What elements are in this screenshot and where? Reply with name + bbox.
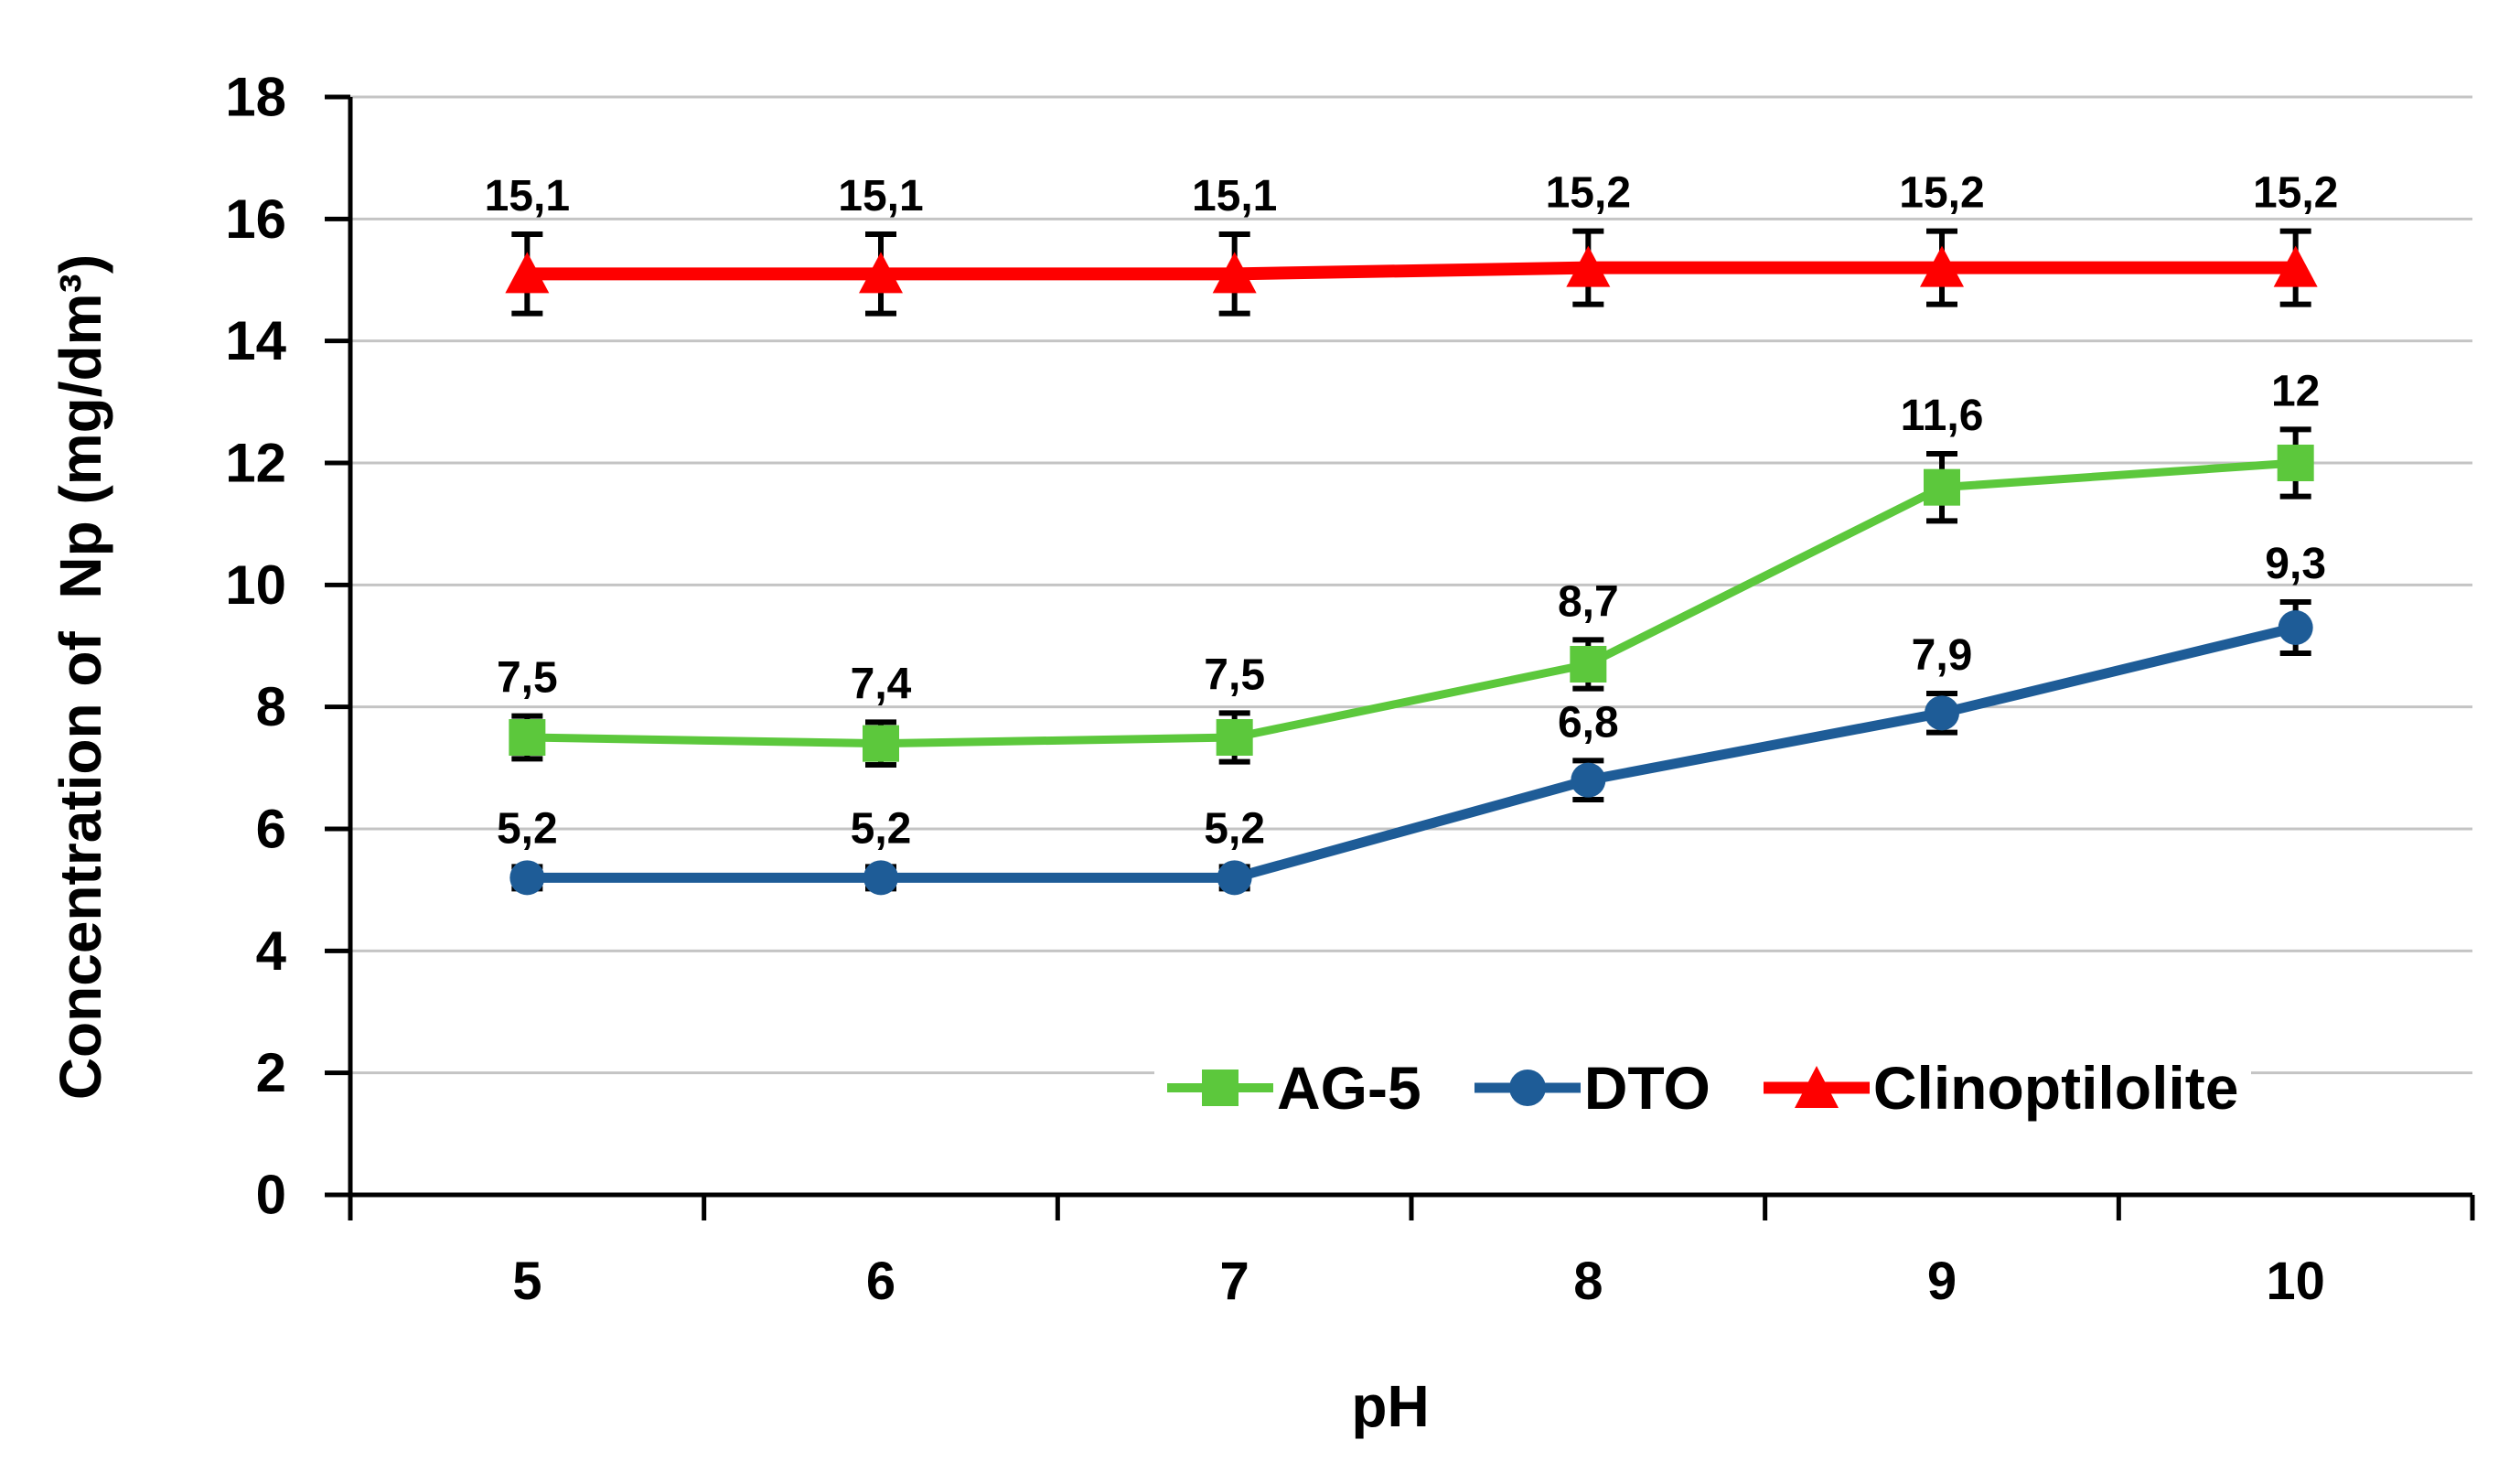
dto-series-line (527, 622, 2297, 883)
data-label: 7,4 (851, 660, 912, 708)
series-lines (527, 261, 2297, 883)
x-tick-label: 10 (2266, 1252, 2325, 1311)
x-tick-label: 7 (1220, 1252, 1249, 1311)
series-markers (505, 245, 2318, 896)
data-label: 5,2 (497, 804, 558, 853)
y-tick-label: 4 (256, 920, 287, 982)
data-label: 7,5 (1204, 650, 1265, 699)
x-tick-label: 8 (1573, 1252, 1603, 1311)
clinoptilolite-data-point-marker (1212, 252, 1257, 294)
dto-data-point-marker (1571, 762, 1606, 798)
data-label: 11,6 (1901, 392, 1984, 440)
x-tick-label: 6 (866, 1252, 895, 1311)
clinoptilolite-data-point-marker (1566, 245, 1611, 287)
data-label: 9,3 (2265, 540, 2326, 588)
clinoptilolite-data-point-marker (2273, 245, 2318, 287)
legend-label-ag5: AG-5 (1277, 1054, 1421, 1122)
y-tick-label: 18 (225, 67, 286, 128)
dto-data-point-marker (863, 860, 898, 896)
gridlines (350, 95, 2472, 1075)
data-label: 15,2 (1546, 169, 1631, 218)
error-bars (511, 228, 2311, 892)
dto-data-point-marker (509, 860, 545, 896)
dto-data-point-marker (1925, 695, 1959, 731)
ag5-data-point-marker (1570, 646, 1607, 683)
ag-5-series-line (527, 458, 2296, 748)
ag5-data-point-marker (863, 725, 899, 762)
data-label: 15,1 (1192, 172, 1277, 220)
clinoptilolite-data-point-marker (859, 252, 903, 294)
data-label: 5,2 (851, 804, 912, 853)
ag5-data-point-marker (1216, 719, 1253, 756)
ag5-data-point-marker (2277, 445, 2314, 481)
y-tick-label: 10 (225, 554, 286, 616)
x-axis-tick-labels: 5 6 7 8 9 10 (512, 1252, 2325, 1311)
data-label: 15,1 (485, 172, 570, 220)
ag5-data-point-marker (509, 719, 546, 756)
chart-legend: AG-5 DTO Clinoptilolite (1154, 1023, 2252, 1153)
data-label: 7,9 (1912, 631, 1973, 680)
x-tick-label: 9 (1927, 1252, 1957, 1311)
dto-data-point-marker (1217, 860, 1252, 896)
clinoptilolite-legend-marker-icon (1763, 1066, 1870, 1108)
data-label: 15,1 (838, 172, 923, 220)
legend-item-dto: DTO (1474, 1053, 1710, 1123)
legend-item-clinoptilolite: Clinoptilolite (1763, 1053, 2239, 1123)
y-tick-label: 16 (225, 188, 286, 250)
y-tick-label: 2 (256, 1042, 286, 1103)
data-label: 12 (2271, 367, 2320, 415)
x-axis-title: pH (1351, 1373, 1430, 1439)
ag5-data-point-marker (1924, 468, 1960, 506)
clinoptilolite-data-point-marker (505, 252, 550, 294)
y-axis-tick-labels: 0 2 4 6 8 10 12 14 16 18 (225, 67, 286, 1226)
dto-data-point-marker (2278, 610, 2313, 645)
x-tick-label: 5 (512, 1252, 542, 1311)
legend-item-ag5: AG-5 (1167, 1053, 1421, 1123)
legend-label-clinoptilolite: Clinoptilolite (1872, 1054, 2239, 1122)
clinoptilolite-data-point-marker (1920, 245, 1964, 287)
legend-label-dto: DTO (1583, 1054, 1710, 1122)
data-labels: 7,5 7,4 7,5 8,7 11,6 12 5,2 5,2 5,2 6,8 7,9 9,3 15,1… (485, 169, 2339, 854)
y-tick-label: 12 (225, 433, 286, 494)
dto-legend-marker-icon (1474, 1070, 1581, 1106)
y-tick-label: 0 (256, 1165, 286, 1226)
data-label: 5,2 (1204, 804, 1265, 853)
clinoptilolite-series-line (527, 261, 2296, 281)
data-label: 15,2 (2253, 169, 2338, 218)
y-tick-label: 8 (256, 676, 286, 737)
y-tick-label: 14 (225, 310, 286, 371)
y-tick-label: 6 (256, 799, 286, 860)
axes (325, 94, 2475, 1220)
data-label: 6,8 (1558, 698, 1619, 747)
data-label: 15,2 (1899, 169, 1984, 218)
data-label: 7,5 (497, 654, 558, 703)
y-axis-title: Concentration of Np (mg/dm³) (48, 253, 113, 1101)
ag5-legend-marker-icon (1167, 1070, 1273, 1106)
data-label: 8,7 (1558, 577, 1619, 626)
